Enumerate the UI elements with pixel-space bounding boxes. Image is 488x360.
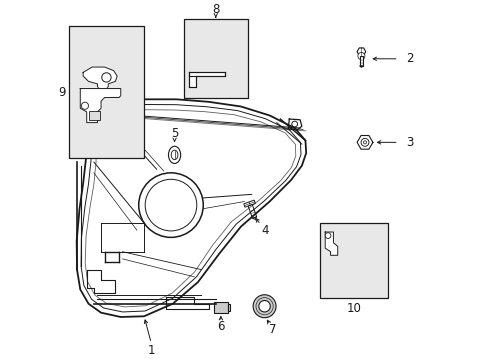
Polygon shape xyxy=(188,72,224,87)
Polygon shape xyxy=(216,31,224,47)
Polygon shape xyxy=(86,270,115,293)
Text: 10: 10 xyxy=(346,302,361,315)
Polygon shape xyxy=(359,56,363,66)
Text: 6: 6 xyxy=(217,320,224,333)
Text: 8: 8 xyxy=(212,3,219,16)
Polygon shape xyxy=(359,66,363,67)
Circle shape xyxy=(258,301,270,312)
Polygon shape xyxy=(115,55,120,59)
Polygon shape xyxy=(244,200,255,207)
Polygon shape xyxy=(89,55,95,59)
Bar xyxy=(183,19,247,98)
Polygon shape xyxy=(194,31,202,47)
Text: 4: 4 xyxy=(261,224,268,237)
Text: 9: 9 xyxy=(58,86,65,99)
Polygon shape xyxy=(356,135,372,149)
Circle shape xyxy=(325,233,330,238)
Bar xyxy=(214,302,227,313)
Polygon shape xyxy=(357,53,364,59)
Polygon shape xyxy=(189,26,203,33)
Polygon shape xyxy=(364,227,376,232)
Polygon shape xyxy=(370,244,375,246)
Text: 5: 5 xyxy=(170,127,178,140)
Polygon shape xyxy=(370,276,375,278)
Polygon shape xyxy=(80,34,95,42)
Polygon shape xyxy=(368,231,375,244)
Polygon shape xyxy=(356,48,365,55)
Polygon shape xyxy=(218,46,224,49)
Polygon shape xyxy=(211,26,224,33)
Polygon shape xyxy=(80,89,121,123)
Text: 7: 7 xyxy=(269,323,276,336)
Polygon shape xyxy=(247,204,256,218)
Polygon shape xyxy=(85,40,95,57)
Polygon shape xyxy=(325,232,337,255)
Bar xyxy=(88,111,100,120)
Polygon shape xyxy=(252,217,256,219)
Polygon shape xyxy=(197,46,202,49)
Text: 3: 3 xyxy=(406,136,413,149)
Bar xyxy=(227,304,230,311)
Bar xyxy=(319,223,387,298)
Text: 1: 1 xyxy=(147,344,155,357)
Circle shape xyxy=(253,295,276,318)
Ellipse shape xyxy=(171,150,178,159)
Circle shape xyxy=(139,173,203,237)
Bar xyxy=(69,26,144,158)
Polygon shape xyxy=(165,297,208,309)
Polygon shape xyxy=(110,40,120,57)
Text: 2: 2 xyxy=(405,52,412,65)
Circle shape xyxy=(291,121,297,127)
Polygon shape xyxy=(364,259,376,265)
Circle shape xyxy=(363,141,366,144)
Circle shape xyxy=(102,73,111,82)
Polygon shape xyxy=(105,34,120,42)
Ellipse shape xyxy=(168,146,180,163)
Polygon shape xyxy=(287,119,301,130)
Polygon shape xyxy=(83,67,117,89)
Polygon shape xyxy=(368,263,375,277)
Circle shape xyxy=(81,102,88,109)
